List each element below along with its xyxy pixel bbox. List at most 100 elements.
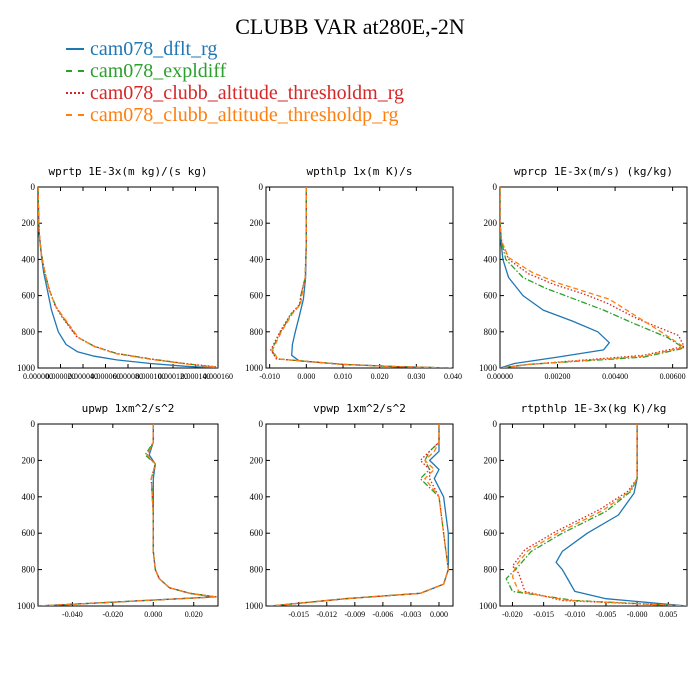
legend-entry: cam078_dflt_rg	[66, 38, 404, 60]
subplot-title: rtpthlp 1E-3x(kg K)/kg	[521, 402, 667, 415]
x-tick-label: 0.000080	[113, 372, 143, 381]
figure-title: CLUBB VAR at280E,-2N	[235, 14, 465, 39]
y-tick-label: 200	[484, 455, 498, 465]
y-tick-label: 600	[484, 291, 498, 301]
y-tick-label: 1000	[17, 363, 36, 373]
series-line	[500, 187, 685, 368]
y-tick-label: 400	[484, 254, 498, 264]
series-line	[38, 424, 215, 606]
series-line	[38, 187, 217, 368]
series-line	[38, 187, 216, 368]
y-tick-label: 1000	[479, 601, 498, 611]
x-tick-label: 0.010	[334, 372, 352, 381]
y-tick-label: 600	[250, 291, 264, 301]
x-tick-label: 0.000020	[46, 372, 76, 381]
x-tick-label: -0.010	[259, 372, 280, 381]
y-tick-label: 800	[250, 327, 264, 337]
x-tick-label: 0.00200	[545, 372, 571, 381]
series-line	[38, 424, 217, 606]
x-tick-label: -0.000	[627, 610, 648, 619]
y-tick-label: 0	[259, 419, 264, 429]
subplot: wprcp 1E-3x(m/s) (kg/kg) 0 200 400 600 800 100…	[479, 165, 688, 381]
series-line	[270, 424, 449, 606]
x-tick-label: -0.010	[564, 610, 585, 619]
x-tick-label: -0.005	[596, 610, 617, 619]
x-tick-label: 0.000160	[203, 372, 233, 381]
series-line	[511, 424, 687, 606]
y-tick-label: 1000	[17, 601, 36, 611]
plot-frame	[499, 186, 688, 369]
subplot: vpwp 1xm^2/s^2 0 200 400 600 800 1000 -0.015 -0.…	[245, 402, 454, 619]
x-tick-label: 0.000060	[91, 372, 121, 381]
y-tick-label: 0	[259, 182, 264, 192]
legend-entry: cam078_clubb_altitude_thresholdp_rg	[66, 104, 404, 126]
legend-label: cam078_dflt_rg	[90, 38, 218, 60]
y-tick-label: 200	[250, 455, 264, 465]
x-tick-label: 0.000040	[68, 372, 98, 381]
x-tick-label: 0.005	[659, 610, 677, 619]
plot-frame	[499, 423, 688, 607]
series-line	[38, 187, 216, 368]
y-tick-label: 400	[22, 492, 36, 502]
y-tick-label: 0	[31, 419, 36, 429]
x-tick-label: 0.030	[407, 372, 425, 381]
y-tick-label: 200	[250, 218, 264, 228]
series-line	[505, 424, 687, 606]
subplot: rtpthlp 1E-3x(kg K)/kg02004006008001000-…	[479, 402, 688, 619]
y-tick-label: 1000	[245, 363, 264, 373]
subplot: upwp 1xm^2/s^2 0 200 400 600 800 1000 -0.040 -0.…	[17, 402, 219, 619]
y-tick-label: 0	[31, 182, 36, 192]
plot-frame	[37, 423, 219, 607]
x-tick-label: -0.015	[533, 610, 554, 619]
y-tick-label: 400	[22, 254, 36, 264]
series-group	[500, 187, 685, 368]
legend-swatch	[66, 70, 84, 72]
subplot: wprtp 1E-3x(m kg)/(s kg) 0 200 400 600 800 100…	[17, 165, 233, 381]
legend-entry: cam078_expldiff	[66, 60, 404, 82]
x-tick-label: 0.00600	[660, 372, 686, 381]
x-tick-label: 0.020	[185, 610, 203, 619]
y-tick-label: 200	[484, 218, 498, 228]
x-tick-label: 0.000	[430, 610, 448, 619]
x-tick-label: -0.015	[288, 610, 309, 619]
subplot-title: wprcp 1E-3x(m/s) (kg/kg)	[514, 165, 673, 178]
y-tick-label: 0	[493, 419, 498, 429]
x-tick-label: 0.000140	[181, 372, 211, 381]
x-tick-label: -0.012	[316, 610, 337, 619]
x-tick-label: -0.009	[344, 610, 365, 619]
legend-swatch	[66, 48, 84, 50]
series-line	[38, 424, 217, 606]
y-tick-label: 400	[250, 492, 264, 502]
subplot-title: wprtp 1E-3x(m kg)/(s kg)	[49, 165, 208, 178]
y-tick-label: 1000	[245, 601, 264, 611]
y-tick-label: 800	[484, 565, 498, 575]
y-tick-label: 0	[493, 182, 498, 192]
y-tick-label: 200	[22, 218, 36, 228]
y-tick-label: 400	[250, 254, 264, 264]
series-line	[270, 187, 452, 368]
subplot-title: upwp 1xm^2/s^2	[82, 402, 175, 415]
y-tick-label: 600	[22, 528, 36, 538]
legend-swatch	[66, 114, 84, 116]
series-line	[500, 187, 610, 368]
y-tick-label: 800	[22, 565, 36, 575]
series-line	[270, 424, 449, 606]
legend-label: cam078_expldiff	[90, 60, 227, 82]
x-tick-label: -0.003	[401, 610, 422, 619]
plot-frame	[265, 423, 454, 607]
series-group	[270, 187, 452, 368]
y-tick-label: 800	[22, 327, 36, 337]
legend: cam078_dflt_rg cam078_expldiff cam078_cl…	[66, 38, 404, 126]
y-tick-label: 800	[250, 565, 264, 575]
series-line	[270, 424, 449, 606]
x-tick-label: -0.006	[373, 610, 394, 619]
series-line	[270, 187, 452, 368]
x-tick-label: 0.000	[144, 610, 162, 619]
series-line	[38, 424, 217, 606]
series-line	[500, 187, 685, 368]
subplot-title: vpwp 1xm^2/s^2	[313, 402, 406, 415]
y-tick-label: 800	[484, 327, 498, 337]
series-line	[270, 424, 449, 606]
series-group	[505, 424, 687, 606]
